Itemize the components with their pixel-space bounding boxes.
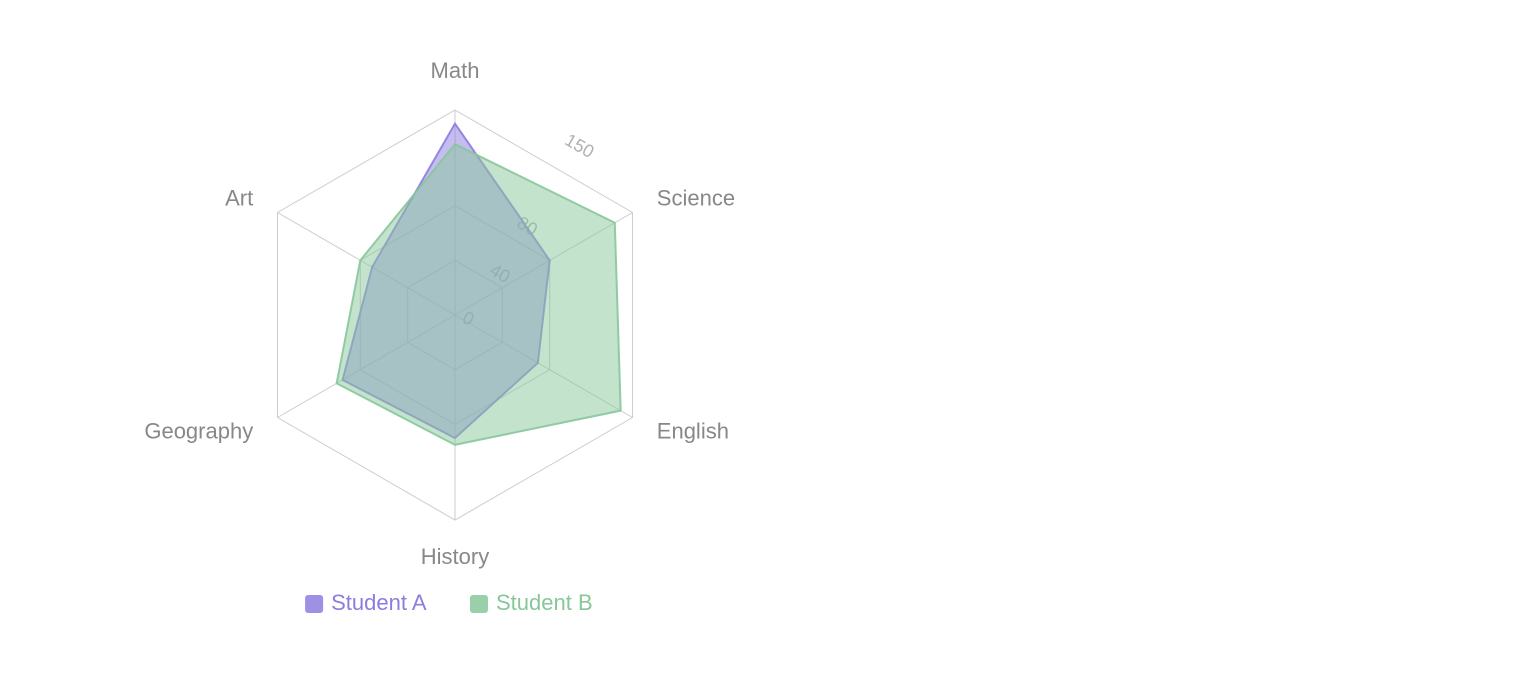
radar-axis-label: Art bbox=[225, 186, 253, 211]
radar-axis-label: Geography bbox=[144, 419, 253, 444]
radar-chart-container: 04080150MathScienceEnglishHistoryGeograp… bbox=[0, 0, 1520, 674]
radar-ring-label: 150 bbox=[562, 130, 598, 162]
radar-axis-label: History bbox=[421, 544, 489, 569]
legend-label-0[interactable]: Student A bbox=[331, 590, 427, 615]
radar-axis-label: Science bbox=[657, 186, 735, 211]
legend-swatch-1[interactable] bbox=[470, 595, 488, 613]
radar-series-1 bbox=[337, 144, 621, 445]
legend-swatch-0[interactable] bbox=[305, 595, 323, 613]
radar-axis-label: English bbox=[657, 419, 729, 444]
legend-label-1[interactable]: Student B bbox=[496, 590, 593, 615]
radar-axis-label: Math bbox=[431, 58, 480, 83]
radar-chart-svg: 04080150MathScienceEnglishHistoryGeograp… bbox=[0, 0, 1520, 674]
